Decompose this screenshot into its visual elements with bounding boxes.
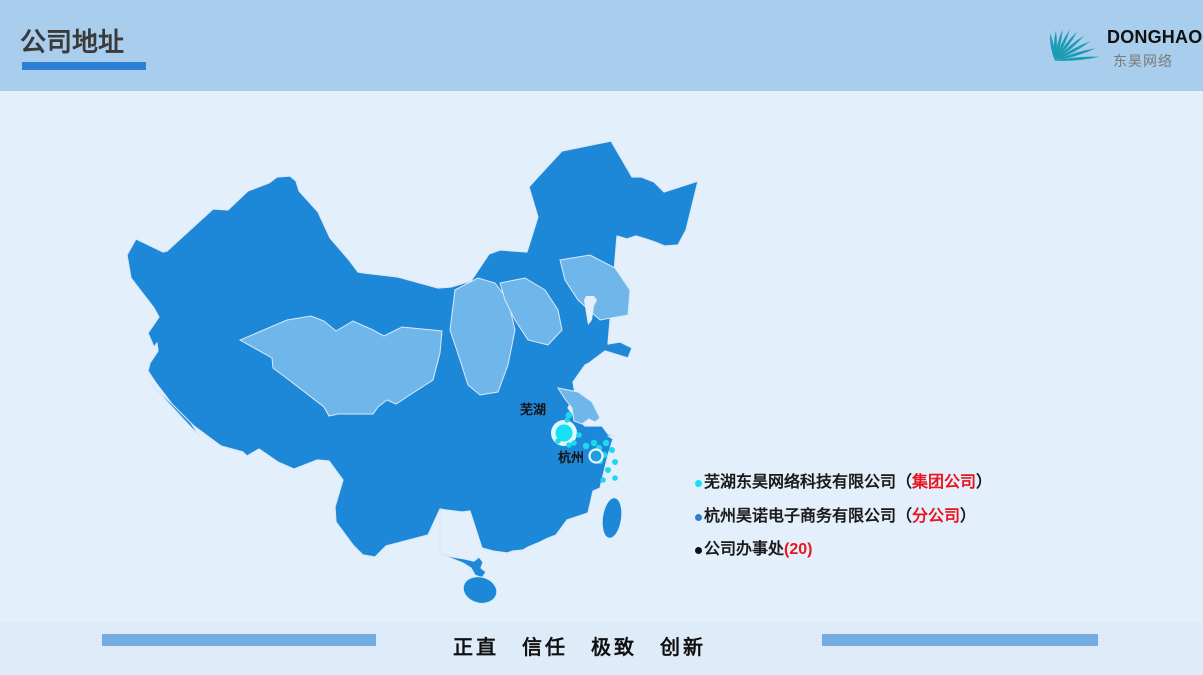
svg-text:杭州: 杭州 (558, 450, 584, 465)
svg-text:芜湖: 芜湖 (520, 402, 546, 417)
